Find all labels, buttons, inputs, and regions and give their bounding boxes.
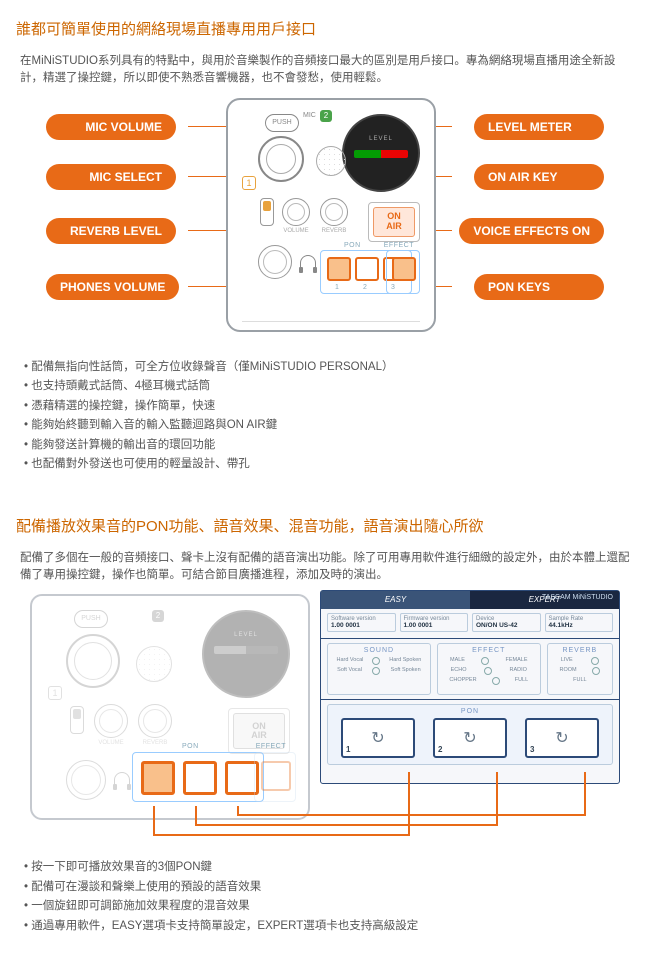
- section1-intro: 在MiNiSTUDIO系列具有的特點中，與用於音樂製作的音頻接口最大的區別是用戶…: [16, 53, 634, 88]
- bullet-item: 能夠始終聽到輸入音的輸入監聽迴路與ON AIR鍵: [24, 416, 630, 436]
- bullet-item: 配備無指向性話筒，可全方位收錄聲音（僅MiNiSTUDIO PERSONAL）: [24, 358, 630, 378]
- sound-panel: SOUND Hard VocalHard Spoken Soft VocalSo…: [327, 643, 431, 695]
- label-mic-volume: MIC VOLUME: [46, 114, 176, 140]
- bullet-item: 一個旋鈕即可調節施加效果程度的混音效果: [24, 897, 630, 917]
- label-pon-keys: PON KEYS: [474, 274, 604, 300]
- map-line: [584, 772, 586, 816]
- onair-frame: ONAIR: [368, 202, 420, 242]
- map-line: [195, 824, 498, 826]
- label-level-meter: LEVEL METER: [474, 114, 604, 140]
- label-onair-key: ON AIR KEY: [474, 164, 604, 190]
- section2-title: 配備播放效果音的PON功能、語音效果、混音功能，語音演出隨心所欲: [16, 515, 634, 536]
- label-mic-select: MIC SELECT: [46, 164, 176, 190]
- software-brand: TASCAM MiNiSTUDIO: [542, 594, 613, 601]
- label-voice-effects: VOICE EFFECTS ON: [459, 218, 604, 244]
- radio-icon[interactable]: [372, 657, 380, 665]
- push-button-icon: PUSH: [265, 114, 299, 132]
- info-cell: Sample Rate44.1kHz: [545, 613, 614, 632]
- mic-volume-knob-icon: [258, 136, 304, 182]
- level-meter-icon: LEVEL: [342, 114, 420, 192]
- section1-bullets: 配備無指向性話筒，可全方位收錄聲音（僅MiNiSTUDIO PERSONAL） …: [16, 358, 634, 475]
- refresh-icon: ↻: [371, 728, 384, 748]
- label-phones-volume: PHONES VOLUME: [46, 274, 179, 300]
- software-pon-section: PON ↻1 ↻2 ↻3: [327, 704, 613, 765]
- section2-intro: 配備了多個在一般的音頻接口、聲卡上沒有配備的語音演出功能。除了可用專用軟件進行細…: [16, 550, 634, 585]
- mic-badge: 2: [320, 110, 332, 122]
- phones-volume-knob-icon: [258, 245, 292, 279]
- radio-icon[interactable]: [591, 657, 599, 665]
- map-line: [496, 772, 498, 826]
- mic-grill-icon: [316, 146, 346, 176]
- map-line: [153, 806, 155, 834]
- bullet-item: 通過專用軟件，EASY選項卡支持簡單設定，EXPERT選項卡也支持高級設定: [24, 917, 630, 937]
- effect-key-icon: [392, 257, 416, 281]
- map-line: [408, 772, 410, 836]
- onair-button-icon: ONAIR: [373, 207, 415, 237]
- effect-panel: EFFECT MALEFEMALE ECHORADIO CHOPPERFULL: [437, 643, 541, 695]
- map-line: [237, 806, 239, 814]
- map-line: [195, 806, 197, 824]
- bullet-item: 也支持頭戴式話筒、4極耳機式話筒: [24, 377, 630, 397]
- volume-knob-icon: [282, 198, 310, 226]
- section1-title: 誰都可簡單使用的網絡現場直播專用用戶接口: [16, 18, 634, 39]
- software-pon-button[interactable]: ↻1: [341, 718, 415, 758]
- radio-icon[interactable]: [372, 667, 380, 675]
- device-pon-highlight: [132, 752, 264, 802]
- device-outline: PUSH MIC 2 LEVEL 1 VOLUME REVERB ONAIR P…: [226, 98, 436, 332]
- refresh-icon: ↻: [463, 728, 476, 748]
- info-cell: Firmware version1.00 0001: [400, 613, 469, 632]
- reverb-panel: REVERB LIVE ROOM FULL: [547, 643, 613, 695]
- device-ghost: PUSH LEVEL 2 1 VOLUME REVERB ONAIR PON: [30, 594, 310, 820]
- callout-diagram: MIC VOLUME MIC SELECT REVERB LEVEL PHONE…: [16, 98, 634, 338]
- pon-key-icon: [355, 257, 379, 281]
- map-line: [237, 814, 586, 816]
- reverb-knob-icon: [320, 198, 348, 226]
- bullet-item: 按一下即可播放效果音的3個PON鍵: [24, 858, 630, 878]
- bullet-item: 憑藉精選的操控鍵，操作簡單，快速: [24, 397, 630, 417]
- radio-icon[interactable]: [484, 667, 492, 675]
- effect-box-ghost: [254, 752, 296, 802]
- mic-label: MIC: [303, 112, 316, 119]
- mapping-diagram: PUSH LEVEL 2 1 VOLUME REVERB ONAIR PON: [16, 594, 634, 844]
- headphones-icon: [300, 255, 316, 269]
- software-panel: EASY EXPERT TASCAM MiNiSTUDIO Software v…: [320, 590, 620, 784]
- bullet-item: 配備可在漫談和聲樂上使用的預設的語音效果: [24, 878, 630, 898]
- software-pon-button[interactable]: ↻3: [525, 718, 599, 758]
- software-pon-button[interactable]: ↻2: [433, 718, 507, 758]
- radio-icon[interactable]: [592, 667, 600, 675]
- bullet-item: 也配備對外發送也可使用的輕量設計、帶孔: [24, 455, 630, 475]
- map-line: [153, 834, 410, 836]
- bullet-item: 能夠發送計算機的輸出音的環回功能: [24, 436, 630, 456]
- refresh-icon: ↻: [555, 728, 568, 748]
- radio-icon[interactable]: [481, 657, 489, 665]
- channel-1-badge: 1: [242, 176, 256, 190]
- radio-icon[interactable]: [492, 677, 500, 685]
- info-cell: Software version1.00 0001: [327, 613, 396, 632]
- label-reverb-level: REVERB LEVEL: [46, 218, 176, 244]
- pon-key-icon: [327, 257, 351, 281]
- tab-easy[interactable]: EASY: [321, 591, 470, 609]
- info-cell: DeviceON/ON US-42: [472, 613, 541, 632]
- effect-box: [386, 250, 420, 294]
- section2-bullets: 按一下即可播放效果音的3個PON鍵 配備可在漫談和聲樂上使用的預設的語音效果 一…: [16, 858, 634, 936]
- pon-key-icon: [183, 761, 217, 795]
- mic-select-switch-icon: [260, 198, 274, 226]
- pon-key-icon: [141, 761, 175, 795]
